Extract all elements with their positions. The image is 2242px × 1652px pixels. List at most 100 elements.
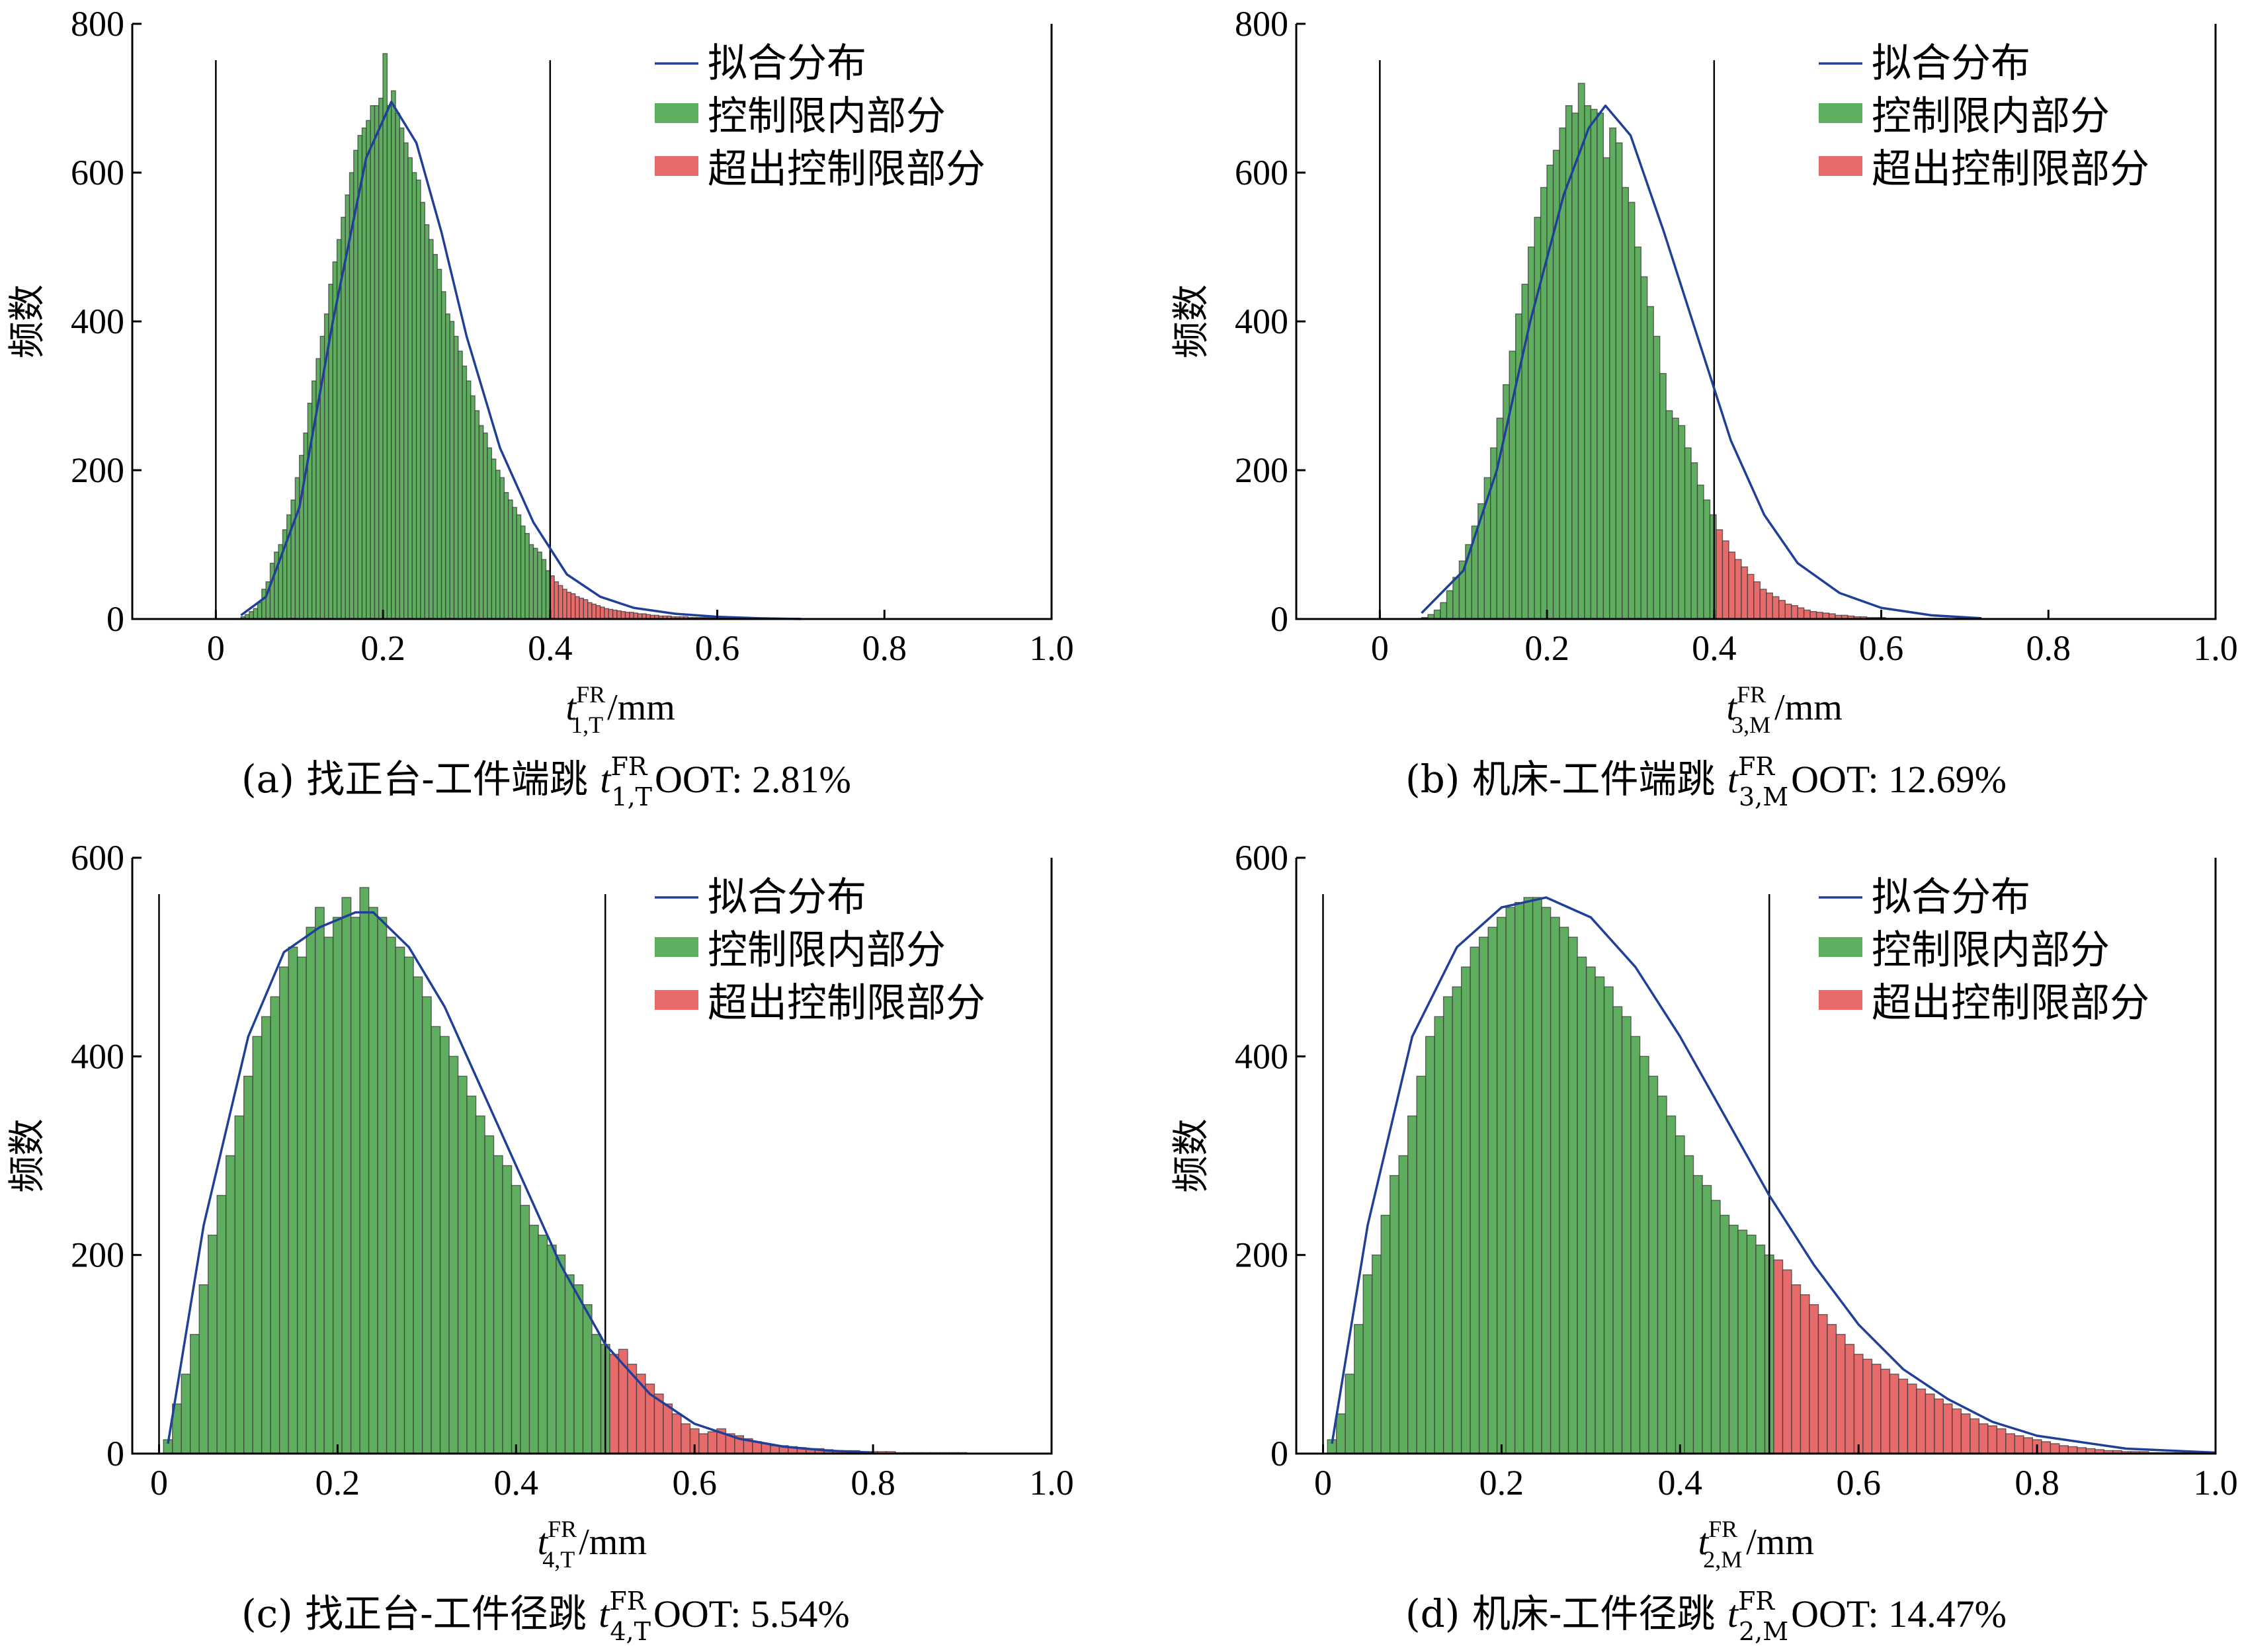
y-tick-label: 200 [71,450,124,490]
bar-out-of-limit [1952,1408,1962,1454]
bar-in-limit [1622,186,1630,620]
bar-in-limit [1595,976,1605,1454]
bar-in-limit [474,410,480,620]
bar-in-limit [382,53,388,620]
bar-in-limit [1541,907,1552,1454]
x-tick-label: 0.2 [1524,628,1569,668]
bar-in-limit [1653,335,1661,620]
bar-in-limit [582,1304,593,1454]
bar-out-of-limit [1862,1358,1873,1454]
bar-in-limit [1440,602,1448,620]
bar-in-limit [1684,1155,1694,1454]
bar-out-of-limit [1778,600,1786,620]
panel-caption: (d) 机床-工件径跳 tFR 2,MOOT: 14.47% [1405,1587,2007,1646]
legend-in-swatch [655,937,698,957]
bar-in-limit [190,1334,200,1454]
legend-out-swatch [655,990,698,1010]
bar-in-limit [1416,1075,1427,1454]
y-tick-label: 800 [71,4,124,44]
bar-in-limit [1446,590,1454,620]
x-tick-label: 1.0 [1029,1463,1074,1503]
bar-in-limit [431,1026,441,1454]
bar-out-of-limit [2041,1441,2052,1454]
bar-in-limit [1452,577,1460,620]
bar-out-of-limit [1987,1425,1998,1454]
bar-in-limit [234,1115,245,1454]
bar-out-of-limit [1766,592,1773,620]
bar-in-limit [252,1036,263,1454]
bar-in-limit [1434,1016,1444,1454]
bar-in-limit [466,380,472,620]
bar-in-limit [466,1095,477,1454]
bar-out-of-limit [583,599,589,620]
bar-out-of-limit [698,1433,709,1454]
fit-curve [240,101,801,620]
bar-out-of-limit [1716,529,1723,620]
bar-in-limit [538,1234,548,1454]
y-axis-label: 频数 [1170,1119,1213,1193]
bar-out-of-limit [624,612,630,620]
bar-in-limit [1640,276,1648,620]
bar-in-limit [475,1115,485,1454]
bar-in-limit [403,956,414,1454]
legend-in-swatch [655,103,698,123]
y-tick-label: 400 [1235,302,1288,341]
bar-out-of-limit [1809,1304,1819,1454]
bar-out-of-limit [1853,1354,1864,1454]
bar-in-limit [1584,105,1592,620]
legend-in-label: 控制限内部分 [708,927,946,973]
bar-in-limit [493,1155,503,1454]
bar-out-of-limit [599,606,605,620]
bar-out-of-limit [566,591,572,620]
bar-out-of-limit [1996,1428,2007,1454]
bar-in-limit [528,1224,539,1454]
chart-panel-c: 0 0.2 0.4 0.6 0.8 1.0 0 200 400 600 频数 tFR 4,T/mm 拟合分… [6,838,1074,1646]
bar-in-limit [507,499,513,620]
bar-in-limit [1567,936,1578,1454]
bar-in-limit [1666,1115,1677,1454]
bar-in-limit [1628,202,1636,620]
bar-in-limit [1571,112,1579,620]
bar-in-limit [413,976,423,1454]
bar-in-limit [269,562,275,620]
bar-in-limit [1546,165,1554,620]
bar-in-limit [226,1155,235,1454]
legend-out-label: 超出控制限部分 [1872,980,2149,1026]
y-tick-label: 800 [1235,4,1288,44]
x-tick-label: 1.0 [1029,628,1074,668]
x-tick-label: 0.4 [528,628,573,668]
y-axis-label: 频数 [1170,284,1213,358]
bar-in-limit [591,1334,602,1454]
bar-out-of-limit [1791,1284,1802,1454]
y-tick-label: 0 [1270,1434,1288,1473]
bar-out-of-limit [707,1431,718,1454]
bar-in-limit [1615,142,1623,620]
bar-in-limit [1577,956,1587,1454]
bar-in-limit [433,254,438,620]
bar-in-limit [386,105,392,620]
bar-in-limit [257,602,263,620]
bar-in-limit [1452,986,1462,1454]
bar-in-limit [1534,216,1542,620]
bar-in-limit [1737,1229,1748,1454]
bar-out-of-limit [1772,596,1780,620]
bar-out-of-limit [663,1403,673,1454]
y-tick-label: 200 [1235,1235,1288,1275]
axes-frame [131,858,1053,1455]
y-tick-label: 200 [1235,450,1288,490]
bar-out-of-limit [629,612,634,620]
bar-in-limit [1630,1036,1641,1454]
bar-out-of-limit [1960,1413,1971,1454]
bar-out-of-limit [2005,1433,2016,1454]
bar-in-limit [1362,1274,1373,1454]
bar-in-limit [377,917,388,1454]
bar-in-limit [216,1194,227,1454]
bar-in-limit [1585,966,1596,1454]
legend-fit-label: 拟合分布 [1872,40,2030,87]
y-tick-label: 600 [71,838,124,878]
bar-in-limit [1442,996,1453,1454]
bar-in-limit [1532,897,1542,1454]
bar-in-limit [296,956,307,1454]
x-tick-label: 0 [150,1463,168,1503]
